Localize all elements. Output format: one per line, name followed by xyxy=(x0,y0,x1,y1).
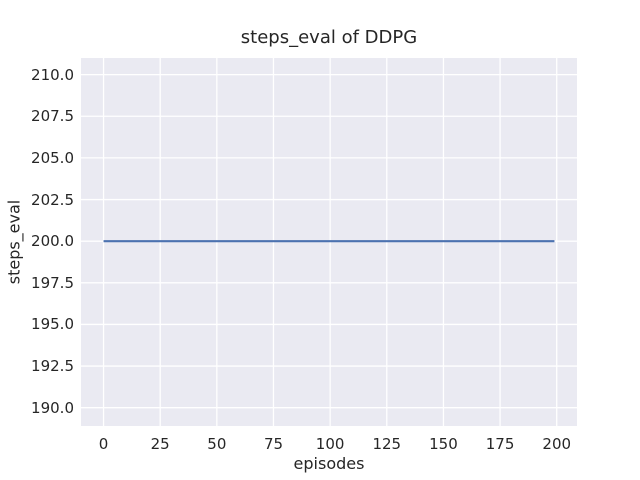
y-tick-label: 190.0 xyxy=(31,398,74,417)
y-tick-label: 207.5 xyxy=(31,107,74,126)
x-tick-label: 50 xyxy=(207,435,227,453)
x-tick-label: 100 xyxy=(315,435,345,453)
x-tick-label: 175 xyxy=(485,435,515,453)
x-tick-label: 150 xyxy=(429,435,458,453)
y-tick-label: 195.0 xyxy=(31,315,74,334)
x-tick-label: 0 xyxy=(98,435,109,453)
y-tick-label: 210.0 xyxy=(31,65,74,84)
x-tick-label: 75 xyxy=(263,435,284,453)
plot-canvas xyxy=(81,58,577,426)
y-axis-label: steps_eval xyxy=(4,199,24,285)
x-tick-label: 25 xyxy=(150,435,170,453)
plot-area xyxy=(81,58,577,426)
x-tick-label: 125 xyxy=(372,435,402,453)
y-tick-label: 205.0 xyxy=(31,148,74,167)
y-tick-label: 202.5 xyxy=(31,190,74,209)
x-axis-label: episodes xyxy=(293,454,365,473)
chart-title: steps_eval of DDPG xyxy=(240,27,418,48)
y-tick-label: 197.5 xyxy=(31,273,74,292)
x-tick-label: 200 xyxy=(542,435,572,453)
y-tick-label: 192.5 xyxy=(31,357,74,376)
y-tick-label: 200.0 xyxy=(31,232,74,251)
